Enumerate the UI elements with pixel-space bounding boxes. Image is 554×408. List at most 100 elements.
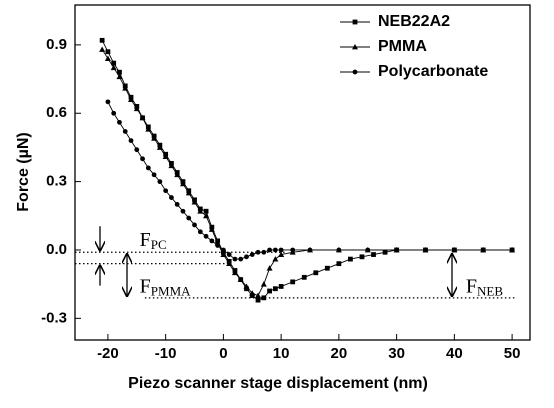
data-point	[192, 222, 197, 228]
data-point	[336, 247, 342, 253]
data-point	[169, 195, 174, 200]
annotation: FNEB	[466, 275, 503, 298]
data-point	[179, 180, 186, 187]
data-point	[145, 126, 152, 132]
legend-label: NEB22A2	[378, 13, 450, 30]
y-tick-label: 0.6	[46, 104, 67, 121]
data-point	[151, 135, 158, 141]
data-point	[301, 274, 307, 280]
data-point	[423, 247, 428, 253]
data-point	[324, 265, 330, 271]
data-point	[208, 226, 215, 232]
data-point	[255, 249, 261, 255]
series-line	[107, 101, 513, 260]
x-tick-label: 10	[273, 345, 290, 362]
data-point	[243, 283, 250, 289]
data-point	[220, 247, 226, 253]
data-point	[267, 247, 272, 253]
data-point	[249, 290, 256, 296]
data-point	[163, 188, 169, 194]
legend-marker	[352, 44, 358, 50]
data-point	[122, 129, 128, 134]
data-point	[278, 247, 284, 253]
data-point	[156, 144, 163, 150]
data-point	[231, 269, 238, 276]
data-point	[203, 233, 209, 239]
data-point	[117, 119, 122, 125]
data-point	[226, 252, 232, 257]
data-point	[110, 64, 117, 71]
data-point	[203, 208, 209, 214]
data-point	[145, 165, 151, 171]
data-point	[209, 238, 215, 244]
annotation: FPC	[140, 228, 167, 251]
data-point	[232, 256, 238, 262]
y-axis-label: Force (µN)	[15, 132, 32, 211]
x-tick-label: 30	[388, 345, 405, 362]
data-point	[307, 247, 313, 253]
data-point	[480, 247, 486, 253]
data-point	[186, 215, 192, 221]
data-point	[266, 265, 273, 271]
data-point	[359, 254, 365, 260]
data-point	[117, 69, 122, 75]
data-point	[220, 251, 227, 257]
data-point	[134, 147, 140, 153]
annotation-text: F	[140, 228, 151, 250]
x-tick-label: -10	[155, 345, 177, 362]
data-point	[139, 114, 146, 121]
data-point	[278, 284, 284, 289]
x-axis-label: Piezo scanner stage displacement (nm)	[128, 375, 428, 392]
legend-label: PMMA	[378, 38, 427, 55]
data-point	[272, 286, 278, 292]
data-point	[174, 202, 180, 207]
data-point	[191, 199, 198, 205]
data-point	[394, 247, 400, 253]
data-point	[197, 229, 203, 235]
data-point	[140, 156, 145, 162]
series-line	[101, 49, 513, 297]
annotation-text: F	[466, 275, 477, 297]
legend-label: Polycarbonate	[378, 63, 488, 80]
data-point	[249, 252, 255, 257]
annotation-subscript: PC	[151, 237, 167, 252]
data-point	[104, 55, 111, 61]
data-point	[290, 279, 296, 285]
data-point	[382, 249, 388, 255]
data-point	[365, 247, 371, 253]
data-point	[509, 247, 515, 253]
data-point	[260, 281, 267, 287]
data-point	[174, 171, 181, 178]
data-point	[133, 105, 140, 112]
data-point	[290, 247, 296, 253]
x-tick-label: -20	[97, 345, 119, 362]
data-point	[180, 208, 186, 214]
y-tick-label: 0.0	[46, 241, 67, 258]
data-point	[111, 60, 117, 66]
data-point	[371, 252, 376, 257]
annotation-subscript: PMMA	[151, 284, 191, 299]
data-point	[116, 73, 123, 80]
data-point	[203, 212, 210, 219]
data-point	[128, 96, 135, 102]
data-point	[255, 297, 261, 303]
data-point	[122, 85, 129, 91]
y-tick-label: 0.3	[46, 173, 67, 190]
data-point	[99, 46, 106, 52]
plot-frame	[74, 4, 531, 341]
data-point	[168, 162, 175, 169]
data-point	[99, 37, 105, 43]
data-point	[451, 247, 457, 253]
data-point	[238, 256, 244, 262]
annotation-text: F	[140, 275, 151, 297]
data-point	[197, 208, 204, 214]
data-point	[261, 295, 267, 301]
x-tick-label: 20	[331, 345, 348, 362]
data-point	[261, 249, 267, 255]
data-point	[151, 172, 157, 178]
data-point	[313, 270, 319, 276]
data-point	[336, 261, 342, 267]
annotation: FPMMA	[140, 275, 191, 298]
x-tick-label: 40	[446, 345, 463, 362]
data-point	[348, 256, 353, 262]
